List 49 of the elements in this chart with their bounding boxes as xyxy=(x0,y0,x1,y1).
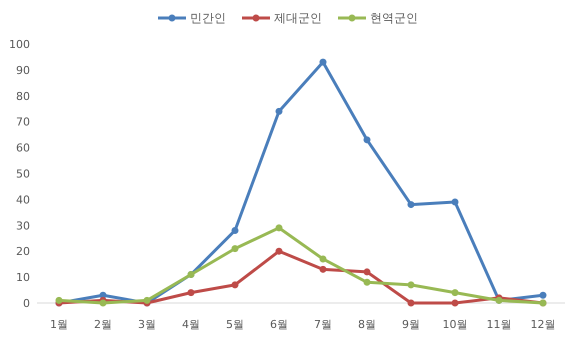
legend-label: 현역군인 xyxy=(370,11,418,25)
point xyxy=(276,108,282,115)
y-tick-label: 100 xyxy=(9,38,30,51)
y-tick-label: 70 xyxy=(16,116,30,129)
point xyxy=(452,198,458,206)
y-tick-label: 90 xyxy=(16,64,30,77)
x-tick-label: 9월 xyxy=(402,318,420,331)
legend-label: 제대군인 xyxy=(274,11,322,25)
y-tick-label: 30 xyxy=(16,219,30,232)
point xyxy=(452,289,458,296)
x-tick-label: 3월 xyxy=(138,318,156,331)
point xyxy=(408,300,414,306)
point xyxy=(144,296,150,304)
point xyxy=(232,281,238,288)
x-tick-label: 8월 xyxy=(358,318,376,331)
x-tick-label: 12월 xyxy=(530,318,556,331)
x-tick-label: 11월 xyxy=(486,318,512,331)
point xyxy=(320,58,326,66)
x-tick-label: 6월 xyxy=(270,318,288,331)
point xyxy=(100,300,106,306)
point xyxy=(540,292,546,299)
x-tick-label: 4월 xyxy=(182,318,200,331)
x-tick-label: 5월 xyxy=(226,318,244,331)
y-tick-label: 40 xyxy=(16,193,30,206)
point xyxy=(408,281,414,288)
y-tick-label: 20 xyxy=(16,245,30,258)
point xyxy=(276,224,282,232)
point xyxy=(276,248,282,255)
y-tick-label: 60 xyxy=(16,142,30,155)
point xyxy=(364,136,370,144)
point xyxy=(364,268,370,276)
legend-label: 민간인 xyxy=(190,11,226,25)
x-tick-label: 7월 xyxy=(314,318,332,331)
point xyxy=(320,255,326,262)
point xyxy=(408,201,414,208)
y-tick-label: 0 xyxy=(23,297,30,310)
point xyxy=(188,289,194,296)
point xyxy=(452,300,458,306)
x-tick-label: 2월 xyxy=(94,318,112,331)
point xyxy=(56,296,62,304)
point xyxy=(364,278,370,286)
y-tick-label: 80 xyxy=(16,90,30,103)
point xyxy=(232,226,238,234)
x-tick-label: 10월 xyxy=(442,318,468,331)
point xyxy=(320,266,326,273)
x-tick-label: 1월 xyxy=(50,318,68,331)
y-tick-label: 10 xyxy=(16,271,30,284)
y-tick-label: 50 xyxy=(16,168,30,180)
point xyxy=(232,245,238,252)
